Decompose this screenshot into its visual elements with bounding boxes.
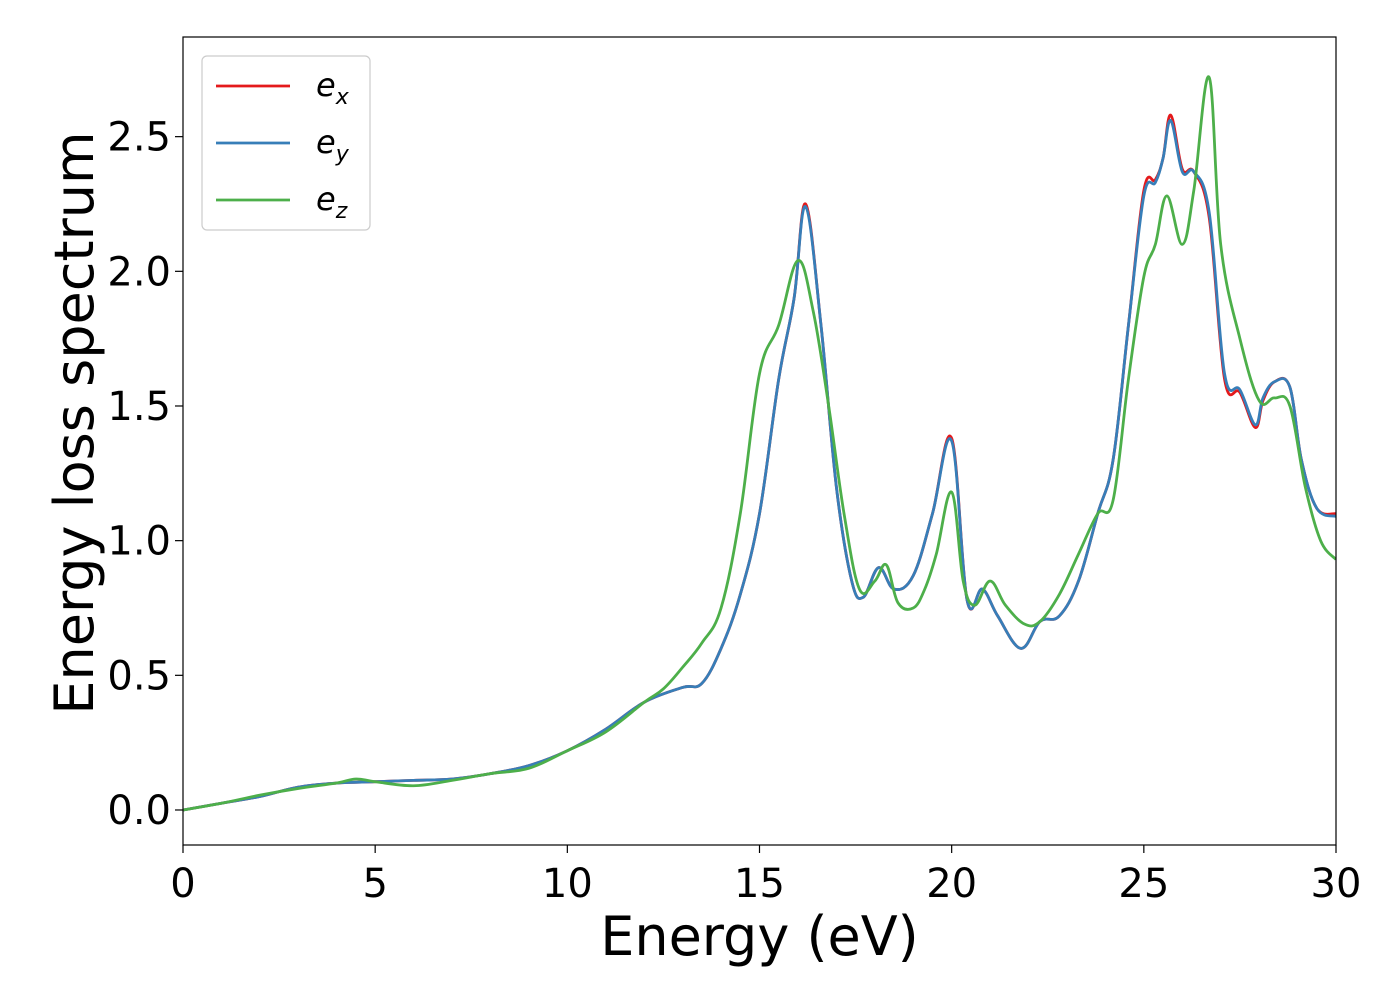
legend: ex ey ez (201, 55, 371, 231)
x-tick-label: 5 (362, 861, 387, 907)
legend-label-x: ex (316, 66, 350, 110)
y-tick-label: 0.5 (107, 653, 171, 699)
y-axis-label: Energy loss spectrum (43, 131, 106, 714)
y-tick-label: 1.5 (107, 384, 171, 430)
legend-label-y: ey (316, 123, 350, 167)
y-tick-label: 0.0 (107, 788, 171, 834)
x-axis-ticks: 0 5 10 15 20 25 30 (170, 845, 1361, 907)
y-tick-label: 1.0 (107, 519, 171, 565)
x-tick-label: 15 (734, 861, 785, 907)
x-tick-label: 25 (1118, 861, 1169, 907)
series-line-z (183, 75, 1336, 812)
x-tick-label: 0 (170, 861, 195, 907)
x-tick-label: 10 (542, 861, 593, 907)
x-tick-label: 20 (926, 861, 977, 907)
y-axis-ticks: 0.0 0.5 1.0 1.5 2.0 2.5 (107, 115, 183, 834)
series-layer (183, 75, 1336, 812)
legend-label-z: ez (316, 180, 348, 224)
y-tick-label: 2.0 (107, 249, 171, 295)
x-axis-label: Energy (eV) (600, 905, 919, 968)
x-tick-label: 30 (1311, 861, 1362, 907)
y-tick-label: 2.5 (107, 115, 171, 161)
